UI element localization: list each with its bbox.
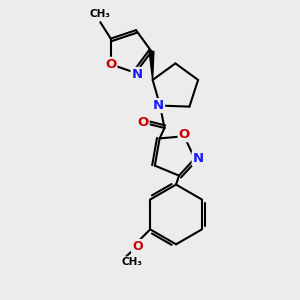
Text: N: N — [153, 99, 164, 112]
Text: O: O — [105, 58, 116, 71]
Text: O: O — [178, 128, 190, 141]
Text: N: N — [132, 68, 143, 81]
Text: O: O — [132, 240, 143, 253]
Text: CH₃: CH₃ — [90, 9, 111, 19]
Text: N: N — [193, 152, 204, 165]
Text: O: O — [137, 116, 148, 128]
Text: CH₃: CH₃ — [122, 257, 143, 267]
Polygon shape — [149, 51, 154, 80]
